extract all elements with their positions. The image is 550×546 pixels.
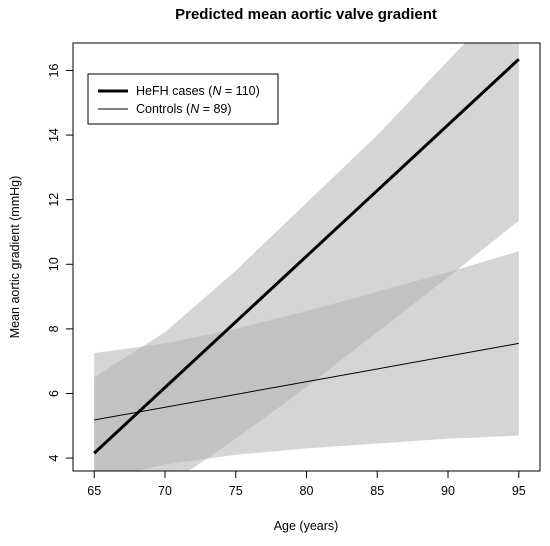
legend-entry-controls: Controls (N = 89) xyxy=(136,102,232,116)
x-axis: 65 70 75 80 85 90 95 xyxy=(87,471,526,498)
chart-title: Predicted mean aortic valve gradient xyxy=(175,6,437,23)
x-tick-label-90: 90 xyxy=(441,484,455,498)
band-controls xyxy=(94,251,519,471)
line-hefh xyxy=(93,58,520,455)
x-tick-label-85: 85 xyxy=(370,484,384,498)
y-tick-label-14: 14 xyxy=(47,128,61,142)
y-tick-label-8: 8 xyxy=(47,325,61,332)
x-tick-label-65: 65 xyxy=(87,484,101,498)
y-axis-label: Mean aortic gradient (mmHg) xyxy=(8,176,22,339)
x-tick-label-75: 75 xyxy=(229,484,243,498)
x-tick-label-95: 95 xyxy=(512,484,526,498)
y-tick-label-16: 16 xyxy=(47,64,61,78)
x-tick-label-70: 70 xyxy=(158,484,172,498)
y-tick-label-12: 12 xyxy=(47,193,61,207)
y-axis: 4 6 8 10 12 14 16 xyxy=(47,64,73,462)
legend-entry-hefh: HeFH cases (N = 110) xyxy=(136,84,260,98)
x-tick-label-80: 80 xyxy=(300,484,314,498)
x-axis-label: Age (years) xyxy=(274,519,339,533)
y-tick-label-6: 6 xyxy=(47,390,61,397)
series-lines xyxy=(93,58,520,455)
legend: HeFH cases (N = 110) Controls (N = 89) xyxy=(87,73,279,125)
y-tick-label-10: 10 xyxy=(47,257,61,271)
line-controls xyxy=(94,342,519,421)
legend-box xyxy=(87,73,279,125)
y-tick-label-4: 4 xyxy=(47,455,61,462)
